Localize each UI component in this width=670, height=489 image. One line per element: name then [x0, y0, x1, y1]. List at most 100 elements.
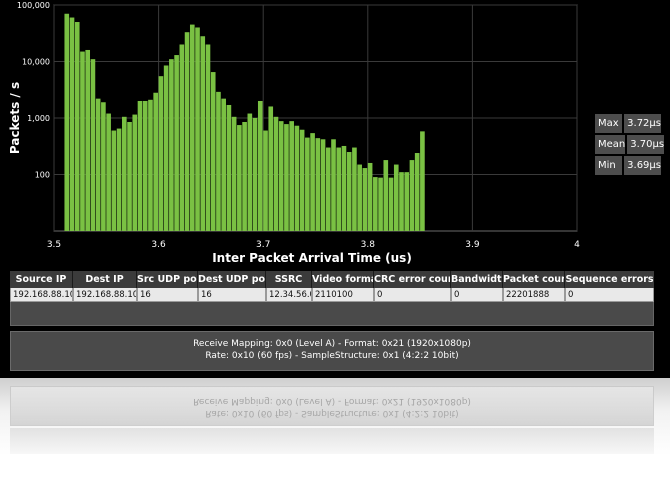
- histogram-bar: [242, 121, 247, 231]
- histogram-bar: [148, 99, 153, 231]
- col-header-source-ip[interactable]: Source IP: [10, 271, 73, 288]
- histogram-bar: [346, 152, 352, 231]
- histogram-bar: [268, 106, 274, 231]
- y-tick-label: 1,000: [27, 114, 50, 123]
- cell-packet-count: 22201888: [503, 288, 565, 302]
- histogram-bar: [95, 98, 101, 232]
- table-empty-area: [10, 302, 654, 326]
- histogram-bar: [263, 130, 268, 231]
- histogram-bar: [341, 145, 347, 231]
- histogram-bar: [116, 128, 122, 231]
- stat-min-value: 3.69μs: [624, 156, 661, 175]
- histogram-bar: [184, 32, 190, 232]
- histogram-bar: [69, 17, 75, 232]
- histogram-bar: [388, 177, 394, 231]
- histogram-bar: [179, 44, 185, 231]
- histogram-bar: [64, 13, 70, 231]
- reflection-mapping-panel: Rate: 0x10 (60 fps) - SampleStructure: 0…: [10, 386, 654, 426]
- histogram-bar: [357, 164, 362, 231]
- stat-max-label: Max: [595, 114, 623, 133]
- histogram-bar: [404, 172, 410, 231]
- histogram-bar: [409, 160, 415, 231]
- histogram-bar: [383, 160, 389, 231]
- stat-min-label: Min: [595, 156, 623, 175]
- x-tick-label: 4: [574, 240, 580, 250]
- histogram-bar: [284, 124, 289, 231]
- histogram-bar: [80, 51, 85, 231]
- col-header-crc-error-count[interactable]: CRC error count: [374, 271, 451, 288]
- histogram-bar: [362, 168, 368, 231]
- histogram-bar: [174, 55, 179, 232]
- mapping-line-2: Rate: 0x10 (60 fps) - SampleStructure: 0…: [205, 351, 459, 361]
- col-header-dest-ip[interactable]: Dest IP: [73, 271, 137, 288]
- histogram-bar: [231, 116, 237, 231]
- cell-crc-error-count: 0: [374, 288, 451, 302]
- histogram-bar: [331, 139, 336, 231]
- table-header: Source IP Dest IP Src UDP port Dest UDP …: [10, 271, 654, 288]
- x-tick-label: 3.8: [361, 240, 376, 250]
- y-tick-label: 10,000: [22, 58, 50, 67]
- reflection-table-strip: [10, 428, 654, 454]
- histogram-bar: [216, 91, 221, 232]
- histogram-bar: [90, 59, 96, 231]
- histogram-bar: [393, 164, 399, 231]
- reflection-line-2: Receive Mapping: 0x0 (Level A) - Format:…: [193, 396, 471, 406]
- mapping-line-1: Receive Mapping: 0x0 (Level A) - Format:…: [193, 339, 471, 349]
- y-axis-label: Packets / s: [8, 82, 22, 154]
- col-header-video-format[interactable]: Video format: [312, 271, 374, 288]
- histogram-bar: [163, 65, 169, 232]
- histogram-bar: [137, 100, 143, 232]
- stat-mean-value: 3.70μs: [627, 135, 665, 154]
- cell-dest-udp-port: 16: [198, 288, 266, 302]
- histogram-bar: [257, 100, 263, 232]
- stat-max: Max 3.72μs: [595, 114, 661, 133]
- histogram-bar: [132, 114, 138, 231]
- x-axis-label: Inter Packet Arrival Time (us): [212, 251, 412, 265]
- histogram-bar: [158, 76, 164, 231]
- histogram-bar: [273, 116, 279, 231]
- cell-dest-ip: 192.168.88.102: [73, 288, 137, 302]
- histogram-bar: [299, 129, 305, 231]
- histogram-bar: [399, 172, 404, 231]
- histogram-bar: [289, 121, 294, 231]
- histogram-bar: [205, 44, 211, 231]
- y-tick-label: 100,000: [17, 1, 50, 10]
- cell-bandwidth: 0: [451, 288, 503, 302]
- histogram-bar: [210, 72, 216, 231]
- histogram-bar: [373, 177, 378, 231]
- col-header-dest-udp-port[interactable]: Dest UDP port: [198, 271, 266, 288]
- stream-table: Source IP Dest IP Src UDP port Dest UDP …: [10, 271, 654, 326]
- histogram-bar: [226, 104, 232, 231]
- histogram-bar: [121, 116, 127, 231]
- col-header-src-udp-port[interactable]: Src UDP port: [137, 271, 198, 288]
- histogram-bar: [352, 147, 357, 231]
- cell-ssrc: 12.34.56.0: [266, 288, 312, 302]
- col-header-sequence-errors[interactable]: Sequence errors: [565, 274, 654, 285]
- x-tick-label: 3.6: [151, 240, 166, 250]
- cell-source-ip: 192.168.88.100: [10, 288, 73, 302]
- histogram-bar: [310, 133, 315, 231]
- reflection-line-1: Rate: 0x10 (60 fps) - SampleStructure: 0…: [205, 408, 459, 418]
- col-header-ssrc[interactable]: SSRC: [266, 271, 312, 288]
- x-tick-label: 3.9: [465, 240, 480, 250]
- histogram-bar: [189, 24, 195, 232]
- stat-max-value: 3.72μs: [624, 114, 661, 133]
- histogram-bar: [367, 162, 373, 231]
- receive-mapping-panel: Receive Mapping: 0x0 (Level A) - Format:…: [10, 331, 654, 371]
- stats-panel: Max 3.72μs Mean 3.70μs Min 3.69μs: [595, 114, 665, 177]
- histogram-bar: [325, 147, 331, 231]
- col-header-bandwidth[interactable]: Bandwidth: [451, 271, 503, 288]
- histogram-bar: [336, 147, 342, 231]
- table-row[interactable]: 192.168.88.100 192.168.88.102 16 16 12.3…: [10, 288, 654, 302]
- histogram-bar: [153, 92, 158, 232]
- histogram-bar: [142, 100, 148, 232]
- col-header-packet-count[interactable]: Packet count: [503, 271, 565, 288]
- analyzer-window: 100,000 10,000 1,000 100 3.5 3.6 3.7 3.8 3.9 4 P…: [0, 0, 670, 378]
- histogram-bar: [106, 113, 111, 231]
- histogram-bar: [195, 27, 200, 232]
- stat-mean-label: Mean: [595, 135, 626, 154]
- histogram-bar: [101, 102, 106, 231]
- cell-src-udp-port: 16: [137, 288, 198, 302]
- histogram-bar: [414, 153, 420, 231]
- histogram-bar: [169, 59, 174, 231]
